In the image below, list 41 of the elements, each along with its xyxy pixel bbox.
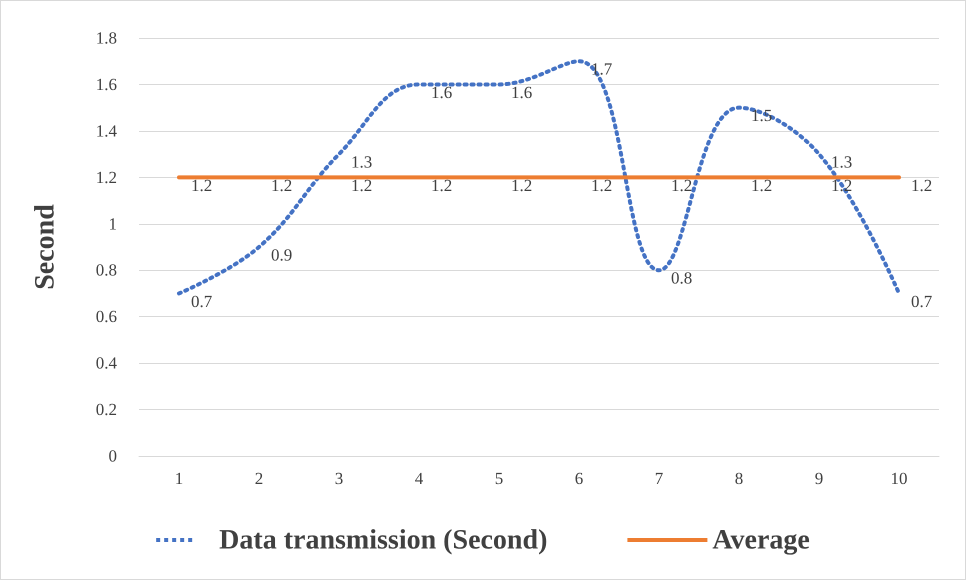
data-label: 1.2 <box>191 176 212 195</box>
data-label: 1.2 <box>911 176 932 195</box>
line-series <box>177 59 901 296</box>
data-label: 0.8 <box>671 268 692 288</box>
data-label: 1.2 <box>751 176 772 195</box>
y-tick-label: 1 <box>108 214 117 234</box>
y-tick-label: 1.2 <box>96 168 117 187</box>
x-tick-label: 5 <box>494 469 504 488</box>
data-label: 0.7 <box>191 292 213 311</box>
y-tick-label: 1.6 <box>96 74 117 94</box>
legend-label: Average <box>712 524 810 556</box>
data-label: 1.3 <box>831 152 852 172</box>
x-tick-label: 7 <box>654 469 664 488</box>
data-label: 1.2 <box>591 176 612 195</box>
y-tick-label: 1.4 <box>96 121 118 140</box>
x-tick-label: 2 <box>254 469 264 488</box>
y-tick-label: 0.8 <box>96 260 117 280</box>
x-tick-label: 1 <box>174 469 184 488</box>
x-tick-label: 6 <box>574 469 584 488</box>
data-label: 1.2 <box>431 176 452 195</box>
y-tick-label: 0 <box>108 446 117 466</box>
y-tick-label: 1.8 <box>96 28 117 48</box>
data-label: 1.2 <box>671 176 692 195</box>
data-label: 1.3 <box>351 152 372 172</box>
x-tick-label: 8 <box>734 469 744 488</box>
y-axis-title: Second <box>30 204 60 290</box>
data-label: 0.7 <box>911 292 933 311</box>
x-tick-label: 3 <box>334 469 344 488</box>
data-label: 1.6 <box>431 82 452 102</box>
data-label: 1.6 <box>511 82 532 102</box>
data-label: 1.2 <box>271 176 292 195</box>
data-label: 0.9 <box>271 246 292 264</box>
y-tick-label: 0.6 <box>96 307 117 326</box>
x-tick-label: 10 <box>890 469 908 488</box>
x-tick-label: 9 <box>814 469 824 488</box>
y-tick-label: 0.4 <box>96 354 118 373</box>
data-label: 1.2 <box>351 176 372 195</box>
y-tick-label: 0.2 <box>96 400 117 420</box>
data-label: 1.2 <box>511 176 532 195</box>
legend-label: Data transmission (Second) <box>219 524 548 556</box>
x-tick-label: 4 <box>414 469 424 488</box>
